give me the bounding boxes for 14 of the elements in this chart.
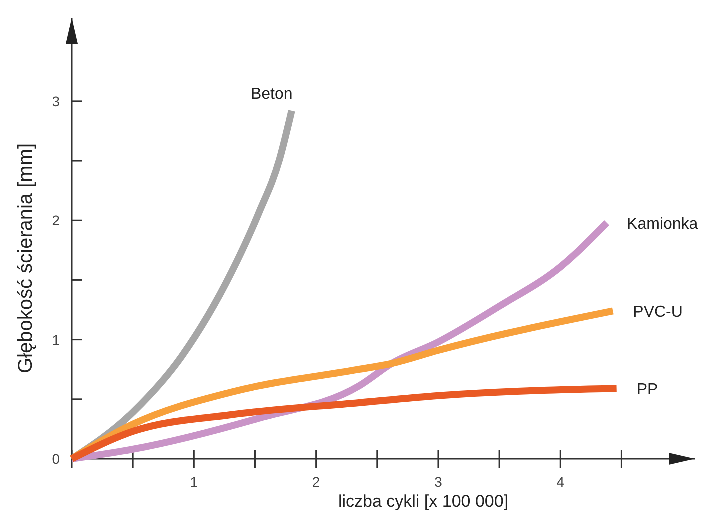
series-label: Kamionka — [627, 216, 698, 234]
y-axis-title: Głębokość ścierania [mm] — [15, 143, 37, 374]
series-label: PVC-U — [633, 304, 683, 322]
y-tick-label: 3 — [52, 93, 60, 110]
y-tick-label: 0 — [52, 451, 60, 467]
x-axis-title: liczba cykli [x 100 000] — [338, 492, 509, 511]
x-tick-label: 3 — [434, 474, 443, 490]
x-tick-label: 2 — [312, 474, 320, 490]
x-tick-label: 4 — [556, 474, 565, 490]
y-tick-label: 1 — [52, 332, 60, 348]
x-tick-label: 1 — [190, 474, 198, 490]
y-tick-label: 2 — [52, 212, 60, 229]
series-label: PP — [636, 382, 658, 399]
series-label: Beton — [250, 86, 293, 103]
